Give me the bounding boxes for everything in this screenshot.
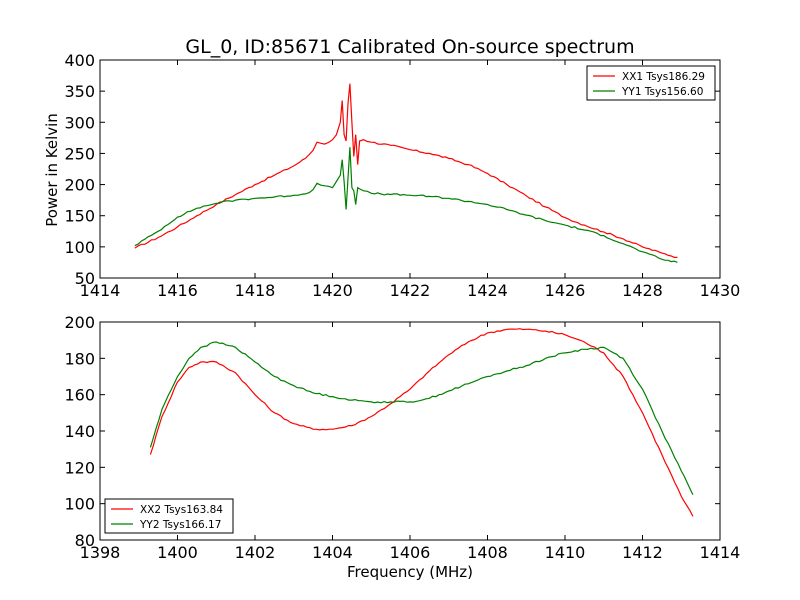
legend-box — [586, 65, 716, 101]
legend-box — [104, 498, 234, 534]
y-tick-label: 180 — [64, 349, 95, 368]
y-tick-label: 400 — [64, 51, 95, 70]
legend-label-2: YY1 Tsys156.60 — [621, 86, 703, 98]
x-tick-label: 1404 — [312, 543, 353, 562]
top-panel: 1414 1416 1418 1420 1422 1424 1426 1428 1430 50 10… — [64, 51, 740, 300]
y-tick-label: 200 — [64, 176, 95, 195]
x-tick-label: 1406 — [390, 543, 431, 562]
y-tick-label: 80 — [75, 531, 95, 550]
x-tick-label: 1402 — [235, 543, 276, 562]
y-tick-label: 50 — [75, 269, 95, 288]
legend: XX1 Tsys186.29 YY1 Tsys156.60 — [586, 65, 716, 101]
x-tick-label: 1414 — [80, 281, 121, 300]
series-line-1 — [134, 83, 678, 258]
x-tick-label: 1426 — [545, 281, 586, 300]
series-line-1 — [149, 328, 694, 517]
y-tick-label: 120 — [64, 458, 95, 477]
x-tick-label: 1420 — [312, 281, 353, 300]
y-tick-label: 300 — [64, 113, 95, 132]
y-tick-label: 100 — [64, 495, 95, 514]
legend-label-1: XX1 Tsys186.29 — [622, 71, 705, 83]
y-tick-label: 150 — [64, 207, 95, 226]
bottom-panel: 1398 1400 1402 1404 1406 1408 1410 1412 1414 80 10… — [64, 313, 740, 562]
x-tick-label: 1412 — [622, 543, 663, 562]
series-line-2 — [134, 147, 678, 263]
legend: XX2 Tsys163.84 YY2 Tsys166.17 — [104, 498, 234, 534]
y-tick-label: 350 — [64, 82, 95, 101]
x-tick-label: 1408 — [467, 543, 508, 562]
x-axis-label: Frequency (MHz) — [347, 563, 473, 581]
x-tick-label: 1428 — [622, 281, 663, 300]
y-tick-label: 250 — [64, 144, 95, 163]
x-tick-label: 1416 — [157, 281, 198, 300]
x-tick-label: 1398 — [80, 543, 121, 562]
x-tick-label: 1414 — [700, 543, 741, 562]
x-tick-label: 1400 — [157, 543, 198, 562]
y-tick-label: 140 — [64, 422, 95, 441]
y-tick-label: 160 — [64, 386, 95, 405]
legend-label-2: YY2 Tsys166.17 — [139, 519, 221, 531]
x-tick-label: 1424 — [467, 281, 508, 300]
x-tick-label: 1410 — [545, 543, 586, 562]
series-line-2 — [149, 341, 694, 495]
x-tick-label: 1430 — [700, 281, 741, 300]
x-tick-label: 1422 — [390, 281, 431, 300]
y-tick-label: 100 — [64, 238, 95, 257]
x-tick-label: 1418 — [235, 281, 276, 300]
legend-label-1: XX2 Tsys163.84 — [140, 504, 223, 516]
y-tick-label: 200 — [64, 313, 95, 332]
top-y-axis-label: Power in Kelvin — [43, 113, 61, 227]
chart-title: GL_0, ID:85671 Calibrated On-source spec… — [185, 36, 634, 58]
